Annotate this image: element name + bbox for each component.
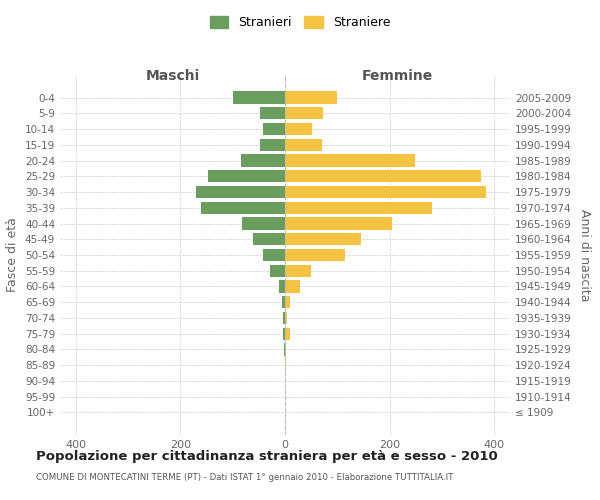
Bar — [285, 170, 481, 182]
Bar — [285, 202, 431, 214]
Legend: Stranieri, Straniere: Stranieri, Straniere — [205, 11, 395, 34]
Bar — [285, 218, 392, 230]
Bar — [285, 264, 311, 277]
Text: Maschi: Maschi — [145, 70, 200, 84]
Bar — [271, 264, 285, 277]
Bar — [263, 123, 285, 135]
Bar — [285, 123, 312, 135]
Text: COMUNE DI MONTECATINI TERME (PT) - Dati ISTAT 1° gennaio 2010 - Elaborazione TUT: COMUNE DI MONTECATINI TERME (PT) - Dati … — [36, 472, 454, 482]
Bar — [260, 138, 285, 151]
Bar — [285, 154, 415, 166]
Bar — [283, 328, 285, 340]
Bar — [285, 186, 487, 198]
Bar — [285, 107, 323, 120]
Text: Popolazione per cittadinanza straniera per età e sesso - 2010: Popolazione per cittadinanza straniera p… — [36, 450, 498, 463]
Bar — [285, 138, 322, 151]
Bar — [260, 107, 285, 120]
Bar — [196, 186, 285, 198]
Y-axis label: Anni di nascita: Anni di nascita — [578, 209, 591, 301]
Bar — [208, 170, 285, 182]
Bar — [201, 202, 285, 214]
Bar — [285, 280, 299, 292]
Bar — [242, 218, 285, 230]
Bar — [285, 92, 337, 104]
Bar — [285, 328, 290, 340]
Bar — [285, 233, 361, 245]
Y-axis label: Fasce di età: Fasce di età — [7, 218, 19, 292]
Bar — [279, 280, 285, 292]
Bar — [285, 249, 345, 261]
Bar — [263, 249, 285, 261]
Bar — [241, 154, 285, 166]
Bar — [283, 312, 285, 324]
Bar — [285, 344, 286, 355]
Bar — [285, 312, 287, 324]
Text: Femmine: Femmine — [362, 70, 433, 84]
Bar — [233, 92, 285, 104]
Bar — [282, 296, 285, 308]
Bar — [253, 233, 285, 245]
Bar — [285, 296, 290, 308]
